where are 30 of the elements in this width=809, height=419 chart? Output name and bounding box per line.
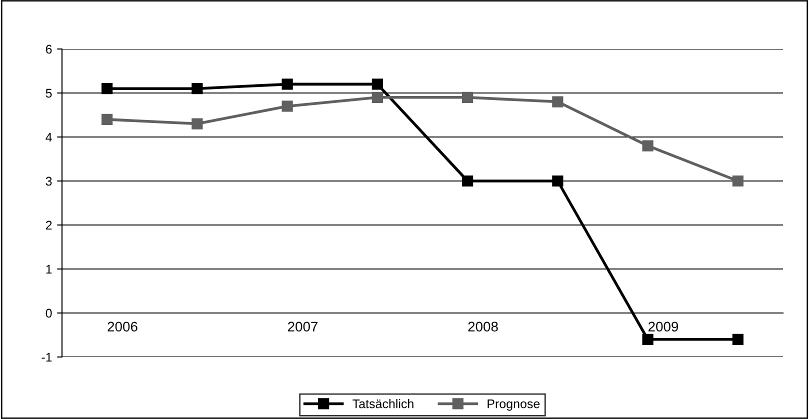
point [282,100,293,112]
y-tick-label: 6 [46,44,52,54]
point [462,92,474,103]
y-tick-label: 5 [46,88,52,98]
legend-label: Prognose [488,400,540,411]
point [372,78,383,90]
point [192,83,203,94]
point [642,334,654,345]
point [732,334,744,345]
x-tick-label: 2007 [288,322,318,332]
point [642,140,654,152]
legend-label: Tatsächlich [352,399,414,408]
x-tick-label: 2008 [468,322,498,332]
point [372,92,383,103]
x-tick-label: 2006 [108,322,138,332]
point [282,78,293,90]
point [102,114,113,125]
point [192,118,203,130]
y-tick-label: 0 [46,308,52,318]
y-tick-label: -1 [42,352,52,362]
y-tick-label: 1 [46,264,52,274]
point [552,96,564,108]
y-tick-label: 3 [46,176,52,186]
point [732,175,744,187]
y-tick-label: 2 [46,220,52,230]
y-tick-label: 4 [46,132,52,142]
point [552,175,564,187]
point [462,175,474,187]
point [102,83,113,94]
x-tick-label: 2009 [648,322,678,332]
